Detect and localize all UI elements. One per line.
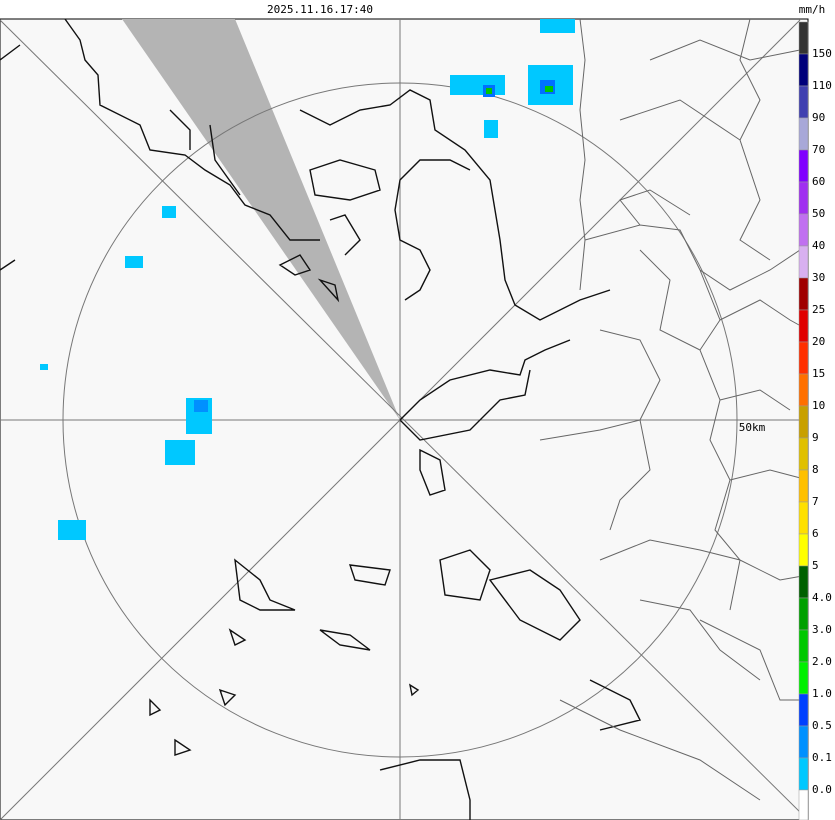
legend-swatch — [798, 245, 809, 279]
legend-swatch — [798, 565, 809, 599]
legend-swatch — [798, 373, 809, 407]
rain-cell — [165, 440, 195, 465]
legend-swatch — [798, 597, 809, 631]
rain-cell — [540, 19, 575, 33]
legend-label: 3.0 — [812, 623, 832, 636]
legend-swatch — [798, 533, 809, 567]
rain-cell — [125, 256, 143, 268]
precipitation — [40, 19, 575, 540]
legend-swatch — [798, 213, 809, 247]
legend-label: 110 — [812, 79, 832, 92]
legend-label: 8 — [812, 463, 819, 476]
legend-swatch — [798, 757, 809, 791]
legend-swatch — [798, 117, 809, 151]
legend-label: 150 — [812, 47, 832, 60]
legend-swatch — [798, 277, 809, 311]
legend-label: 5 — [812, 559, 819, 572]
rain-cell — [58, 520, 86, 540]
timestamp: 2025.11.16.17:40 — [267, 3, 373, 16]
blocked-beam — [122, 19, 400, 420]
legend-swatch — [798, 469, 809, 503]
legend-label: 1.0 — [812, 687, 832, 700]
legend-label: 0.0 — [812, 783, 832, 796]
diagonal — [0, 19, 809, 820]
legend-swatch — [798, 629, 809, 663]
legend-label: 6 — [812, 527, 819, 540]
legend-label: 0.1 — [812, 751, 832, 764]
rain-cell — [450, 75, 505, 95]
admin-border — [539, 18, 809, 801]
coastline — [0, 18, 642, 820]
rain-cell — [545, 86, 553, 92]
legend-label: 25 — [812, 303, 825, 316]
legend-swatch — [798, 789, 809, 820]
legend-swatch — [798, 85, 809, 119]
rain-cell — [484, 120, 498, 138]
rain-cell — [486, 88, 492, 94]
legend-swatch — [798, 693, 809, 727]
legend-label: 30 — [812, 271, 825, 284]
legend-label: 15 — [812, 367, 825, 380]
legend-label: 60 — [812, 175, 825, 188]
legend-swatch — [798, 341, 809, 375]
legend-label: 90 — [812, 111, 825, 124]
legend-swatch — [798, 53, 809, 87]
map: 50km — [0, 18, 809, 820]
rain-cell — [194, 400, 208, 412]
legend-label: 10 — [812, 399, 825, 412]
legend-label: 7 — [812, 495, 819, 508]
legend-label: 2.0 — [812, 655, 832, 668]
legend-unit: mm/h — [799, 3, 826, 16]
legend-swatch — [798, 405, 809, 439]
rain-cell — [40, 364, 48, 370]
legend-swatch — [798, 181, 809, 215]
legend-label: 40 — [812, 239, 825, 252]
legend-swatch — [798, 501, 809, 535]
legend-label: 4.0 — [812, 591, 832, 604]
legend-swatch — [798, 661, 809, 695]
range-label: 50km — [739, 421, 766, 434]
legend-label: 0.5 — [812, 719, 832, 732]
legend-label: 70 — [812, 143, 825, 156]
legend-swatch — [798, 21, 809, 55]
legend: 150 110 90 70 60 50 40 30 25 20 15 10 9 8 7 6 5 4.0 3.0 2.0… — [798, 21, 832, 820]
legend-label: 50 — [812, 207, 825, 220]
legend-swatch — [798, 149, 809, 183]
legend-swatch — [798, 309, 809, 343]
legend-swatch — [798, 437, 809, 471]
legend-label: 9 — [812, 431, 819, 444]
legend-swatch — [798, 725, 809, 759]
rain-cell — [162, 206, 176, 218]
legend-label: 20 — [812, 335, 825, 348]
